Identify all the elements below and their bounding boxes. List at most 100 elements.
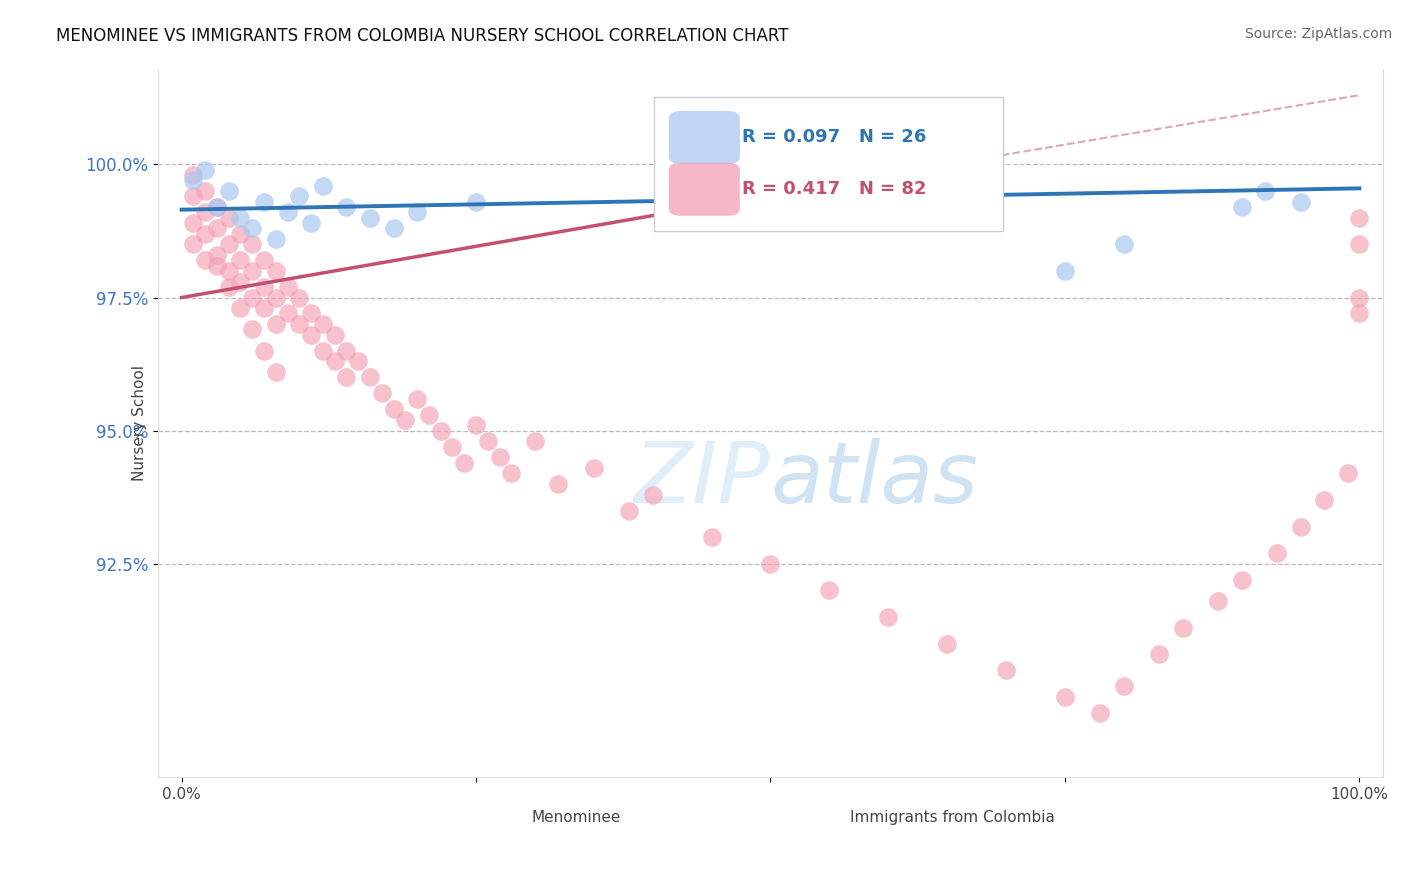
Point	[264, 365, 287, 379]
Point	[312, 317, 335, 331]
Point	[218, 184, 240, 198]
Point	[995, 663, 1018, 677]
Point	[277, 205, 299, 219]
Point	[936, 637, 959, 651]
Y-axis label: Nursery School: Nursery School	[132, 365, 146, 481]
Point	[382, 221, 405, 235]
Point	[277, 306, 299, 320]
Point	[617, 503, 640, 517]
Point	[1348, 237, 1371, 252]
Point	[406, 392, 429, 406]
Point	[347, 354, 370, 368]
Point	[394, 413, 416, 427]
Point	[936, 205, 959, 219]
Text: atlas: atlas	[770, 438, 979, 521]
Point	[1230, 573, 1253, 587]
Point	[488, 450, 510, 465]
Point	[277, 280, 299, 294]
Text: Immigrants from Colombia: Immigrants from Colombia	[851, 810, 1054, 825]
Point	[582, 461, 605, 475]
Point	[972, 189, 994, 203]
Point	[253, 280, 276, 294]
Point	[240, 237, 263, 252]
Point	[700, 530, 723, 544]
Point	[240, 221, 263, 235]
Point	[641, 487, 664, 501]
Point	[1348, 291, 1371, 305]
Text: Menominee: Menominee	[531, 810, 621, 825]
Point	[477, 434, 499, 449]
Point	[205, 200, 228, 214]
Point	[183, 237, 205, 252]
Point	[335, 343, 357, 358]
Point	[253, 343, 276, 358]
Point	[264, 232, 287, 246]
Point	[299, 216, 322, 230]
Point	[465, 194, 488, 209]
Point	[1147, 648, 1170, 662]
Point	[183, 173, 205, 187]
Point	[194, 253, 217, 268]
Point	[253, 301, 276, 315]
FancyBboxPatch shape	[669, 111, 740, 164]
Point	[299, 306, 322, 320]
Point	[323, 354, 346, 368]
Point	[1112, 679, 1135, 693]
Text: ZIP: ZIP	[634, 438, 770, 521]
Point	[1254, 184, 1277, 198]
Point	[1289, 194, 1312, 209]
Point	[501, 467, 523, 481]
FancyBboxPatch shape	[482, 806, 529, 831]
Point	[240, 291, 263, 305]
Point	[205, 248, 228, 262]
Point	[218, 280, 240, 294]
FancyBboxPatch shape	[801, 806, 848, 831]
Point	[288, 317, 311, 331]
Point	[218, 264, 240, 278]
Point	[1289, 519, 1312, 533]
Point	[264, 317, 287, 331]
Point	[229, 211, 252, 225]
Point	[194, 184, 217, 198]
Point	[312, 343, 335, 358]
Point	[523, 434, 546, 449]
Point	[1348, 306, 1371, 320]
Point	[205, 221, 228, 235]
Point	[299, 327, 322, 342]
Point	[1053, 264, 1076, 278]
Point	[218, 211, 240, 225]
Point	[229, 275, 252, 289]
Point	[1053, 690, 1076, 704]
Point	[1171, 621, 1194, 635]
Point	[1230, 200, 1253, 214]
Point	[253, 194, 276, 209]
Point	[453, 456, 475, 470]
Point	[1206, 594, 1229, 608]
Point	[1336, 467, 1358, 481]
Point	[429, 424, 451, 438]
Point	[1112, 237, 1135, 252]
Point	[288, 189, 311, 203]
Point	[205, 200, 228, 214]
Point	[1090, 706, 1112, 720]
Point	[194, 162, 217, 177]
Point	[335, 200, 357, 214]
Text: MENOMINEE VS IMMIGRANTS FROM COLOMBIA NURSERY SCHOOL CORRELATION CHART: MENOMINEE VS IMMIGRANTS FROM COLOMBIA NU…	[56, 27, 789, 45]
Point	[183, 189, 205, 203]
Point	[759, 557, 782, 571]
Point	[229, 227, 252, 241]
Point	[229, 301, 252, 315]
Point	[1265, 546, 1288, 560]
Point	[818, 583, 841, 598]
Point	[240, 322, 263, 336]
Point	[418, 408, 440, 422]
Point	[335, 370, 357, 384]
Point	[877, 610, 900, 624]
Point	[1313, 492, 1336, 507]
Point	[229, 253, 252, 268]
Point	[465, 418, 488, 433]
Text: Source: ZipAtlas.com: Source: ZipAtlas.com	[1244, 27, 1392, 41]
Point	[205, 259, 228, 273]
Point	[183, 168, 205, 182]
Point	[323, 327, 346, 342]
